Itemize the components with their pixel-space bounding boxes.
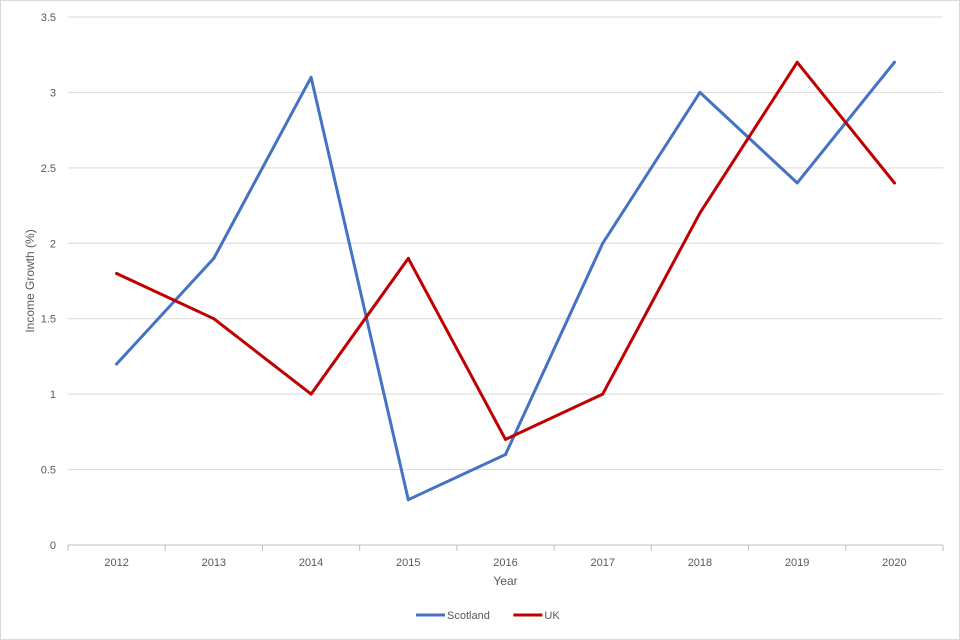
data-point-scotland xyxy=(504,452,507,456)
data-point-uk xyxy=(115,271,119,275)
gridlines xyxy=(68,16,943,471)
data-point-uk xyxy=(212,317,216,321)
x-tick-label: 2018 xyxy=(688,557,712,569)
data-point-uk xyxy=(601,392,605,396)
y-tick-label: 3.5 xyxy=(41,12,56,24)
y-axis-ticks: 0 0.5 1 1.5 2 2.5 3 3.5 xyxy=(41,12,56,552)
x-tick-label: 2019 xyxy=(785,557,809,569)
data-point-uk xyxy=(309,392,313,396)
data-point-scotland xyxy=(892,60,896,64)
y-tick-label: 2.5 xyxy=(41,163,56,175)
data-point-scotland xyxy=(212,256,216,260)
series-lines xyxy=(115,60,896,502)
y-tick-label: 1.5 xyxy=(41,314,56,326)
series-line-scotland xyxy=(115,60,896,502)
y-tick-label: 0 xyxy=(50,540,56,552)
data-point-scotland xyxy=(406,498,410,502)
data-point-uk xyxy=(698,211,702,215)
x-axis: 2012 2013 2014 2015 2016 2017 2018 2019 2020 xyxy=(67,544,944,569)
y-tick-label: 1 xyxy=(50,389,56,401)
data-point-scotland xyxy=(601,241,605,245)
y-tick-label: 3 xyxy=(50,87,56,99)
x-axis-title: Year xyxy=(493,574,517,588)
data-point-scotland xyxy=(795,181,799,185)
series-line-uk xyxy=(115,60,896,441)
x-tick-label: 2013 xyxy=(202,557,226,569)
legend-label-uk: UK xyxy=(544,610,560,622)
data-point-uk xyxy=(795,60,799,64)
data-point-uk xyxy=(892,181,896,185)
x-tick-label: 2017 xyxy=(590,557,614,569)
data-point-scotland xyxy=(698,90,702,94)
data-point-scotland xyxy=(309,75,313,79)
data-point-uk xyxy=(504,437,507,441)
x-tick-label: 2020 xyxy=(882,557,906,569)
y-axis-title: Income Growth (%) xyxy=(23,229,37,332)
x-tick-label: 2012 xyxy=(104,557,128,569)
legend: Scotland UK xyxy=(416,610,560,622)
y-tick-label: 0.5 xyxy=(41,465,56,477)
x-tick-label: 2015 xyxy=(396,557,420,569)
x-tick-label: 2016 xyxy=(493,557,517,569)
data-point-scotland xyxy=(115,362,119,366)
x-tick-label: 2014 xyxy=(299,557,323,569)
y-tick-label: 2 xyxy=(50,238,56,250)
legend-label-scotland: Scotland xyxy=(447,610,490,622)
data-point-uk xyxy=(406,256,410,260)
